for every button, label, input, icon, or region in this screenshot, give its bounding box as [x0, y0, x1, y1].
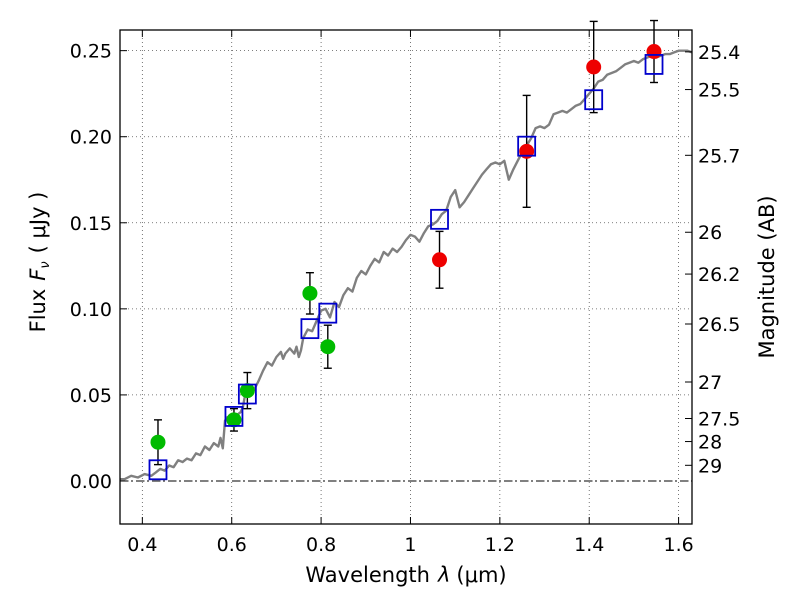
- model-square-marker: [517, 135, 537, 157]
- x-axis-symbol: λ: [437, 563, 450, 587]
- magnitude-tick-label: 27: [698, 372, 722, 394]
- model-square-marker: [148, 459, 168, 481]
- magnitude-tick-label: 26.2: [698, 264, 740, 286]
- plot-frame: [119, 29, 693, 525]
- data-points: [148, 44, 664, 481]
- spectrum-line: [120, 49, 693, 481]
- magnitude-tick-label: 26: [698, 222, 722, 244]
- x-tick-label: 0.4: [127, 534, 157, 556]
- magnitude-tick-label: 26.5: [698, 314, 740, 336]
- y-tick-label: 0.20: [70, 127, 112, 149]
- model-square-marker: [300, 318, 320, 340]
- model-spectrum: [120, 49, 693, 481]
- y-tick-label: 0.05: [70, 385, 112, 407]
- x-tick-label: 1.4: [574, 534, 604, 556]
- y-axis-unit: ( μJy ): [26, 192, 50, 254]
- green-data-point: [302, 285, 318, 301]
- y-axis-subscript: ν: [38, 261, 53, 268]
- x-tick-label: 0.6: [217, 534, 247, 556]
- y-tick-label: 0.00: [70, 471, 112, 493]
- x-axis-unit: (μm): [456, 563, 506, 587]
- y-axis-symbol: F: [26, 268, 50, 281]
- y-tick-label: 0.10: [70, 299, 112, 321]
- magnitude-tick-label: 28: [698, 432, 722, 454]
- grid-lines: [120, 30, 692, 524]
- magnitude-tick-label: 29: [698, 455, 722, 477]
- red-data-point: [586, 59, 602, 75]
- x-tick-label: 0.8: [306, 534, 336, 556]
- y-tick-label: 0.15: [70, 213, 112, 235]
- red-data-point: [646, 44, 662, 60]
- y-tick-label: 0.25: [70, 41, 112, 63]
- model-square-marker: [430, 208, 449, 230]
- green-data-point: [239, 383, 255, 399]
- x-axis-title-text: Wavelength: [305, 563, 430, 587]
- x-tick-label: 1: [404, 534, 416, 556]
- model-square-marker: [584, 89, 604, 111]
- x-tick-label: 1.2: [485, 534, 515, 556]
- magnitude-tick-label: 27.5: [698, 408, 740, 430]
- magnitude-tick-label: 25.4: [698, 42, 740, 64]
- y-axis-ticks: 0.00 0.05 0.10 0.15 0.20 0.25: [70, 41, 127, 493]
- magnitude-tick-label: 25.7: [698, 145, 740, 167]
- x-axis-ticks: 0.4 0.6 0.8 1 1.2 1.4 1.6: [127, 30, 694, 556]
- model-square-marker: [224, 406, 244, 427]
- green-data-point: [226, 412, 242, 428]
- magnitude-tick-label: 25.5: [698, 80, 740, 102]
- model-square-marker: [644, 54, 664, 75]
- model-square-marker: [237, 383, 257, 405]
- model-square-marker: [318, 302, 338, 324]
- red-data-point: [432, 252, 448, 268]
- green-data-point: [150, 434, 166, 450]
- x-tick-label: 1.6: [663, 534, 693, 556]
- error-bars: [153, 19, 659, 466]
- magnitude-axis-title: Magnitude (AB): [755, 195, 779, 358]
- green-data-point: [320, 339, 336, 355]
- y-axis-title: Flux Fν ( μJy ): [26, 192, 53, 333]
- red-data-point: [519, 143, 535, 159]
- y-axis-title-text: Flux: [26, 289, 50, 333]
- x-axis-title: Wavelength λ (μm): [305, 563, 506, 587]
